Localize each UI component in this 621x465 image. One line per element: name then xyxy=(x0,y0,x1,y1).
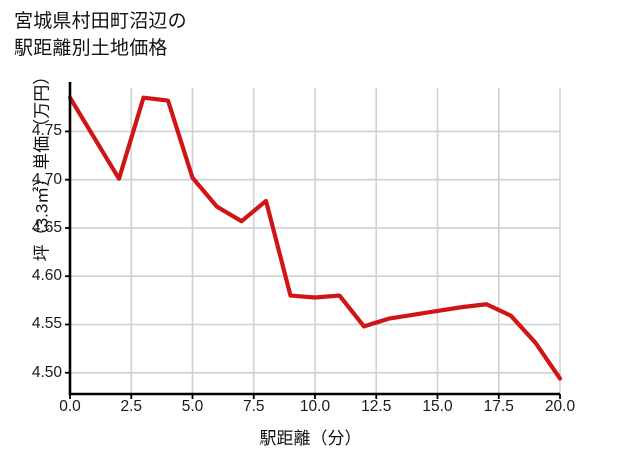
x-axis-tick-marks xyxy=(69,394,561,399)
plot-area xyxy=(65,82,563,399)
y-axis-tick-labels: 4.50 4.55 4.60 4.65 4.70 4.75 xyxy=(0,0,62,465)
y-tick-label: 4.50 xyxy=(31,363,62,381)
x-tick-label: 7.5 xyxy=(242,398,265,415)
y-tick-label: 4.70 xyxy=(31,170,62,188)
x-tick-label: 5.0 xyxy=(181,398,204,415)
line-chart-svg xyxy=(65,82,563,399)
x-tick-label: 0.0 xyxy=(59,398,81,415)
y-tick-label: 4.60 xyxy=(31,267,62,285)
price-series-line xyxy=(67,95,563,381)
x-tick-label: 2.5 xyxy=(120,398,143,415)
x-axis-label: 駅距離（分） xyxy=(259,429,362,448)
x-tick-label: 12.5 xyxy=(361,398,392,415)
y-tick-label: 4.55 xyxy=(31,315,62,333)
x-tick-label: 15.0 xyxy=(422,398,453,415)
y-axis-tick-marks xyxy=(65,130,70,374)
x-tick-label: 17.5 xyxy=(483,398,514,415)
x-tick-label: 10.0 xyxy=(299,398,331,415)
vertical-gridlines xyxy=(69,88,561,394)
y-axis-label-wrap: 坪（3.3㎡）単価（万円） xyxy=(28,15,53,315)
y-tick-label: 4.65 xyxy=(31,218,62,236)
chart-title: 宮城県村田町沼辺の 駅距離別土地価格 xyxy=(14,11,187,59)
y-axis-label: 坪（3.3㎡）単価（万円） xyxy=(32,67,52,262)
y-tick-label: 4.75 xyxy=(31,122,62,140)
x-tick-label: 20.0 xyxy=(544,398,576,415)
